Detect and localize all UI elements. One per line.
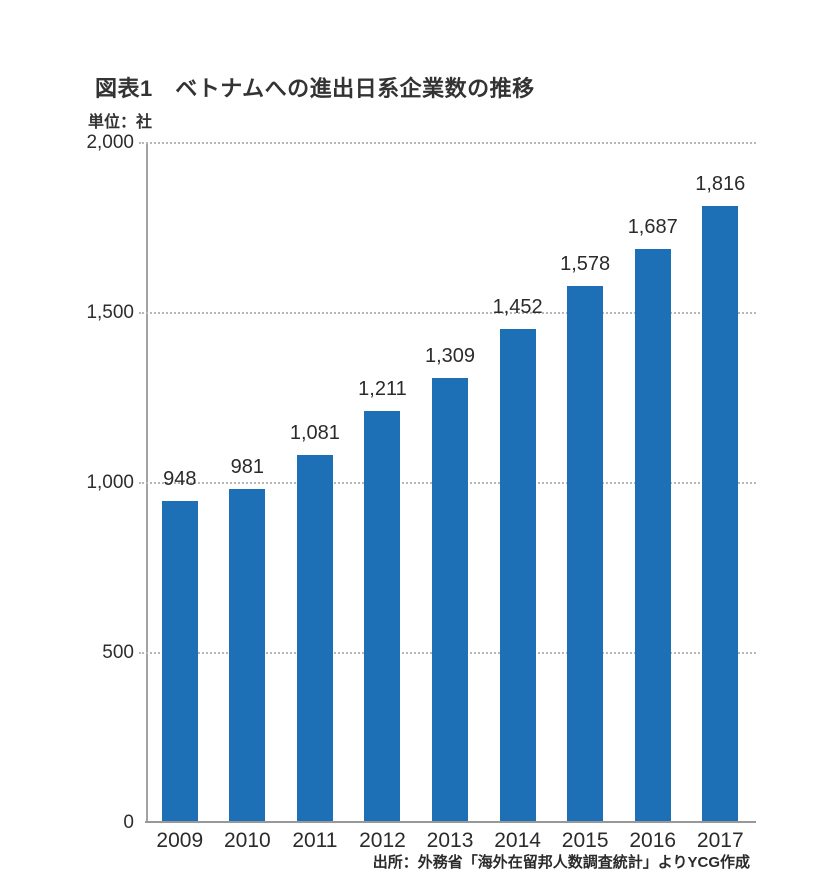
bar <box>296 455 333 823</box>
bar <box>634 249 671 823</box>
bar <box>432 378 469 823</box>
x-tick-label: 2015 <box>561 829 609 852</box>
gridline <box>139 312 756 314</box>
x-tick-label: 2010 <box>223 829 271 852</box>
bar-value-label: 981 <box>230 456 265 478</box>
bar <box>364 411 401 823</box>
chart-title: 図表1 ベトナムへの進出日系企業数の推移 <box>95 76 535 101</box>
bar-value-label: 1,687 <box>627 216 678 238</box>
bar-slot: 1,081 <box>281 143 349 823</box>
bar <box>161 501 198 823</box>
unit-axis-label: 単位：社 <box>88 114 153 131</box>
bar-value-label: 1,309 <box>425 345 476 367</box>
bar-slot: 1,816 <box>687 143 755 823</box>
y-axis-labels: 0 500 1,000 1,500 2,000 <box>0 132 134 833</box>
x-tick-label: 2009 <box>156 829 204 852</box>
y-tick-label: 1,000 <box>86 472 134 493</box>
bar-value-label: 1,081 <box>289 422 340 444</box>
y-tick-label: 1,500 <box>86 302 134 323</box>
bar-slot: 1,309 <box>416 143 484 823</box>
y-tick-label: 2,000 <box>86 132 134 153</box>
bar <box>229 489 266 823</box>
bar-slot: 981 <box>214 143 282 823</box>
bar-slot: 948 <box>146 143 214 823</box>
bar <box>499 329 536 823</box>
x-tick-label: 2011 <box>292 829 338 852</box>
bar-value-label: 1,452 <box>492 296 543 318</box>
bar-slot: 1,687 <box>619 143 687 823</box>
x-axis-labels: 2009 2010 2011 2012 2013 2014 2015 2016 2017 <box>146 829 754 855</box>
source-note: 出所：外務省「海外在留邦人数調査統計」よりYCG作成 <box>372 854 750 871</box>
bar <box>567 286 604 823</box>
y-tick-label: 500 <box>102 642 134 663</box>
bar-value-label: 1,578 <box>560 253 611 275</box>
bar-value-label: 948 <box>163 468 197 490</box>
gridline <box>139 142 756 144</box>
bar-value-label: 1,211 <box>358 378 407 400</box>
x-tick-label: 2014 <box>494 829 541 852</box>
bar-slot: 1,452 <box>484 143 552 823</box>
bar-slot: 1,578 <box>551 143 619 823</box>
y-tick-label: 0 <box>123 812 134 833</box>
bar-series: 948 981 1,081 1,211 1,309 1,452 1,578 1,687 1,81… <box>146 143 754 823</box>
x-axis-line <box>145 821 756 823</box>
x-tick-label: 2016 <box>629 829 677 852</box>
x-tick-label: 2012 <box>359 829 406 852</box>
x-tick-label: 2013 <box>426 829 474 852</box>
bar-value-label: 1,816 <box>695 173 746 195</box>
bar-slot: 1,211 <box>349 143 417 823</box>
bar <box>702 206 739 823</box>
x-tick-label: 2017 <box>696 829 744 852</box>
